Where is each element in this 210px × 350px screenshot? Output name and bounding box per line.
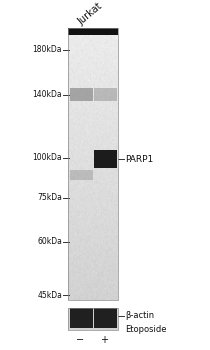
Bar <box>94 308 117 328</box>
Text: PARP1: PARP1 <box>125 154 153 163</box>
Bar <box>94 150 117 168</box>
Text: 45kDa: 45kDa <box>37 290 62 300</box>
Text: β-actin: β-actin <box>125 312 154 321</box>
Text: 100kDa: 100kDa <box>32 154 62 162</box>
Text: 180kDa: 180kDa <box>33 46 62 55</box>
Bar <box>68 28 118 300</box>
Text: Etoposide: Etoposide <box>125 326 167 335</box>
Text: 60kDa: 60kDa <box>37 238 62 246</box>
Bar <box>68 308 118 330</box>
Bar <box>70 88 93 101</box>
Text: Jurkat: Jurkat <box>76 1 104 27</box>
Text: 75kDa: 75kDa <box>37 194 62 203</box>
Bar <box>70 170 93 180</box>
Text: +: + <box>100 335 108 345</box>
Text: −: − <box>76 335 84 345</box>
Bar <box>68 28 118 35</box>
Text: 140kDa: 140kDa <box>32 91 62 99</box>
Bar <box>70 308 93 328</box>
Bar <box>94 88 117 101</box>
